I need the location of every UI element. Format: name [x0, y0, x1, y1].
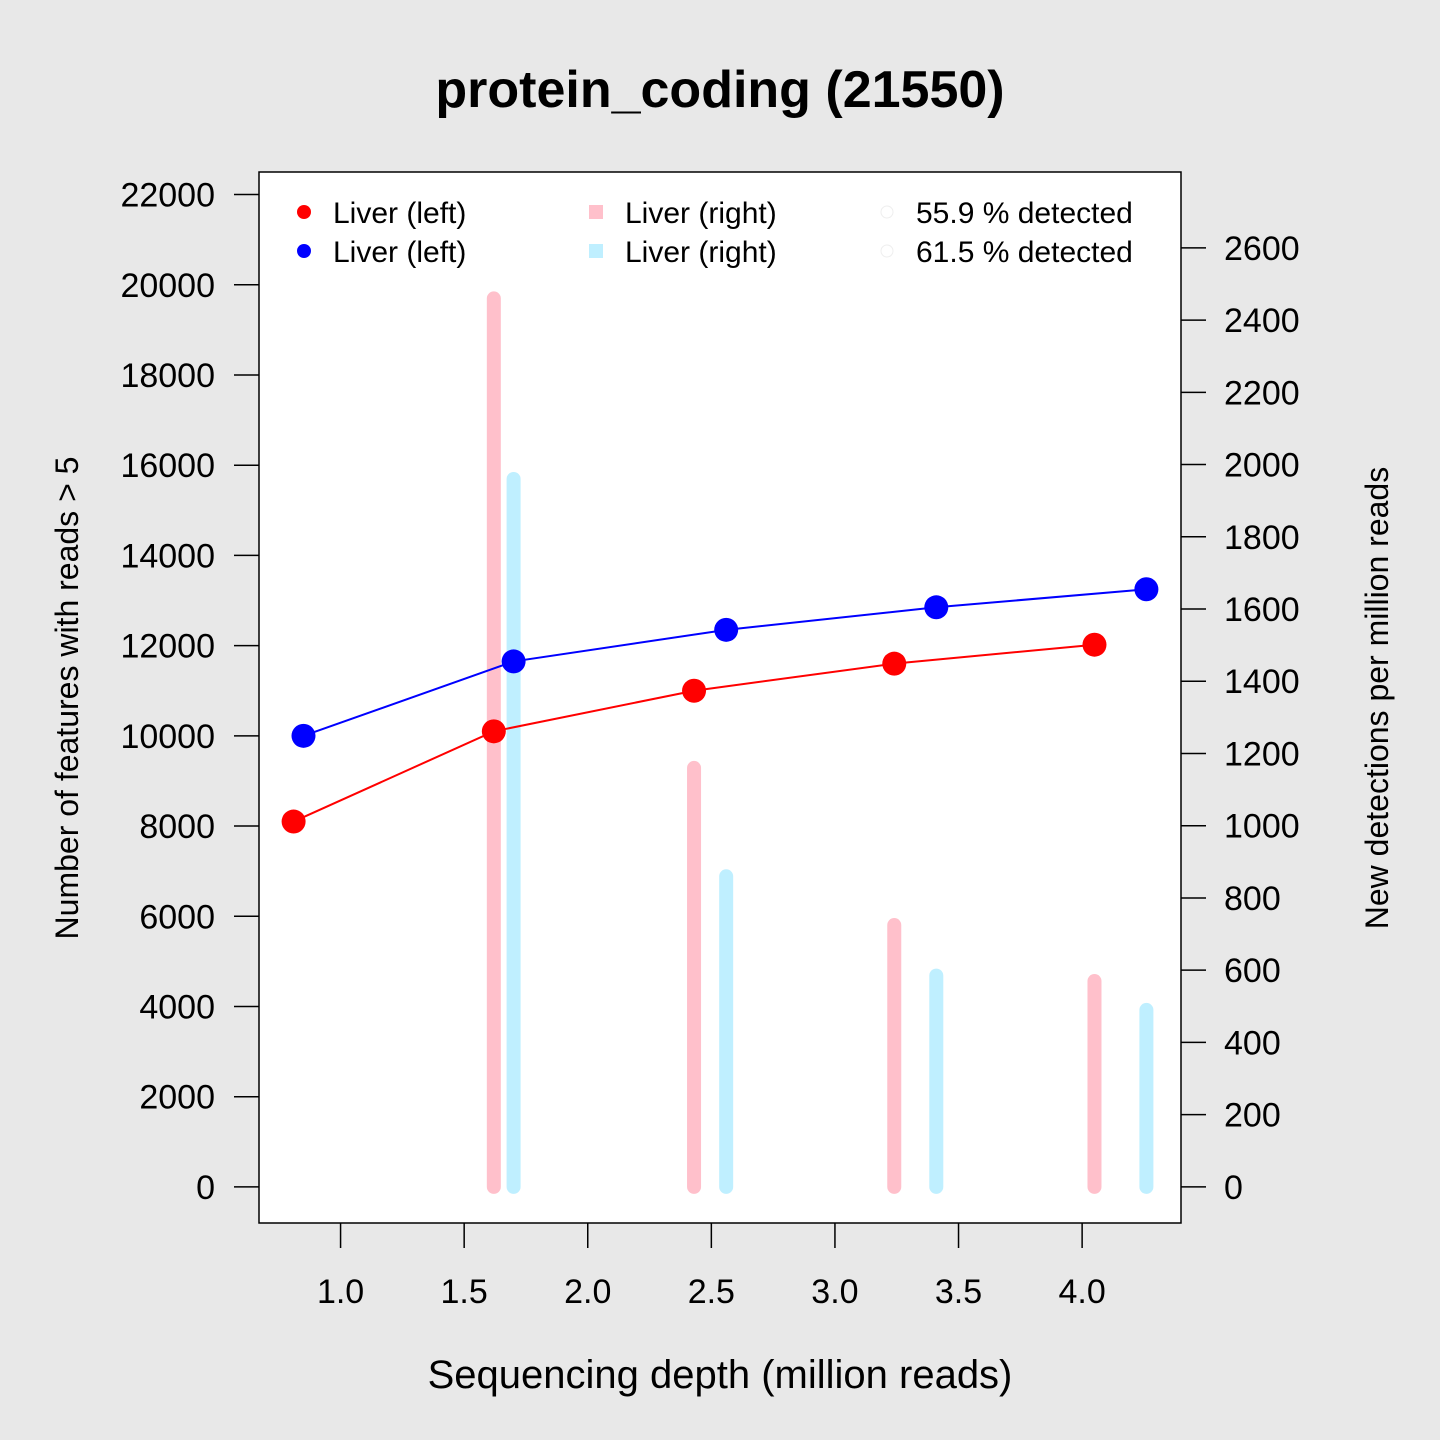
legend-label: Liver (left): [333, 197, 466, 230]
x-tick-label: 1.0: [317, 1273, 364, 1311]
x-tick-label: 2.0: [564, 1273, 611, 1311]
data-point: [291, 723, 316, 748]
legend-label: Liver (right): [625, 236, 777, 269]
x-tick-label: 2.5: [688, 1273, 735, 1311]
data-point: [714, 617, 739, 642]
y-right-tick-label: 2000: [1224, 447, 1300, 485]
y-left-tick-label: 12000: [120, 628, 215, 666]
y-left-tick-label: 22000: [120, 177, 215, 215]
y-axis-right-label: New detections per million reads: [1359, 467, 1395, 929]
legend-label: 55.9 % detected: [916, 197, 1133, 230]
y-left-tick-label: 8000: [139, 808, 215, 846]
data-point: [882, 651, 907, 676]
x-axis-label: Sequencing depth (million reads): [428, 1353, 1013, 1397]
y-right-tick-label: 1800: [1224, 519, 1300, 557]
y-left-tick-label: 6000: [139, 898, 215, 936]
y-right-tick-label: 0: [1224, 1169, 1243, 1207]
x-tick-label: 3.0: [811, 1273, 858, 1311]
data-point: [501, 649, 526, 674]
y-left-tick-label: 18000: [120, 357, 215, 395]
y-right-tick-label: 1200: [1224, 735, 1300, 773]
legend-label: Liver (left): [333, 236, 466, 269]
y-axis-left-label: Number of features with reads > 5: [49, 457, 85, 940]
legend-marker: [880, 205, 894, 219]
y-left-tick-label: 0: [196, 1169, 215, 1207]
legend-marker: [297, 205, 311, 219]
y-right-tick-label: 800: [1224, 880, 1281, 918]
data-point: [281, 809, 306, 834]
y-right-tick-label: 1400: [1224, 663, 1300, 701]
legend: Liver (left) Liver (left) Liver (right) Liv…: [297, 197, 1133, 269]
y-left-tick-label: 20000: [120, 267, 215, 305]
y-left-tick-label: 10000: [120, 718, 215, 756]
legend-label: Liver (right): [625, 197, 777, 230]
y-right-tick-label: 200: [1224, 1097, 1281, 1135]
x-tick-label: 4.0: [1058, 1273, 1105, 1311]
y-right-tick-label: 2400: [1224, 302, 1300, 340]
y-left-tick-label: 2000: [139, 1079, 215, 1117]
legend-marker: [880, 244, 894, 258]
legend-marker: [589, 244, 603, 258]
chart-title: protein_coding (21550): [435, 61, 1004, 119]
legend-marker: [589, 205, 603, 219]
data-point: [1134, 577, 1159, 602]
y-right-tick-label: 600: [1224, 952, 1281, 990]
y-left-tick-label: 4000: [139, 988, 215, 1026]
x-tick-label: 1.5: [441, 1273, 488, 1311]
y-left-tick-label: 14000: [120, 537, 215, 575]
y-right-tick-label: 400: [1224, 1024, 1281, 1062]
legend-label: 61.5 % detected: [916, 236, 1133, 269]
y-right-tick-label: 2200: [1224, 374, 1300, 412]
x-tick-label: 3.5: [935, 1273, 982, 1311]
y-right-tick-label: 2600: [1224, 230, 1300, 268]
legend-marker: [297, 244, 311, 258]
data-point: [1082, 632, 1107, 657]
y-right-tick-label: 1600: [1224, 591, 1300, 629]
y-right-tick-label: 1000: [1224, 808, 1300, 846]
y-left-tick-label: 16000: [120, 447, 215, 485]
data-point: [682, 678, 707, 703]
data-point: [924, 595, 949, 620]
data-point: [481, 719, 506, 744]
